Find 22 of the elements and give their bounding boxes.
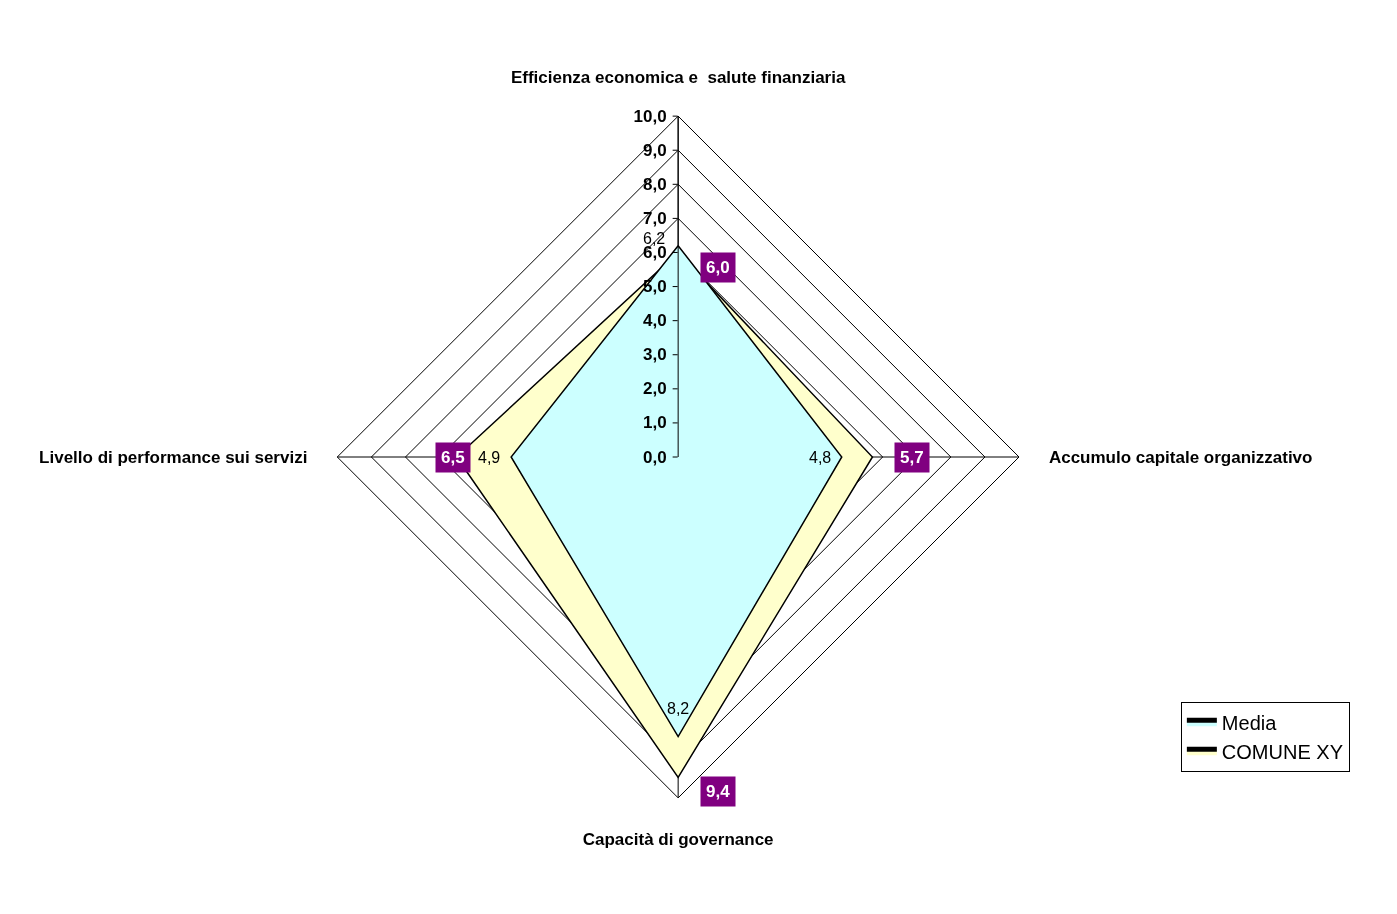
legend-label: Media bbox=[1221, 711, 1278, 734]
data-label: 4,9 bbox=[478, 449, 501, 466]
y-tick-label: 9,0 bbox=[643, 140, 667, 160]
spoke-label: Accumulo capitale organizzativo bbox=[1048, 447, 1313, 467]
y-tick-label: 3,0 bbox=[643, 345, 667, 365]
y-tick-label: 2,0 bbox=[643, 379, 667, 399]
data-label: 6,0 bbox=[706, 258, 730, 277]
spoke-label: Livello di performance sui servizi bbox=[39, 447, 308, 467]
y-tick-label: 10,0 bbox=[633, 106, 667, 126]
data-label: 8,2 bbox=[667, 700, 690, 717]
data-label: 5,7 bbox=[900, 448, 924, 467]
spoke-label: Efficienza economica e salute finanziaria bbox=[510, 67, 846, 87]
data-label: 6,5 bbox=[441, 448, 465, 467]
legend-label: COMUNE XY bbox=[1221, 740, 1343, 763]
data-label: 9,4 bbox=[706, 782, 731, 801]
spoke-label: Capacità di governance bbox=[582, 829, 774, 849]
y-tick-label: 4,0 bbox=[643, 311, 667, 331]
y-tick-label: 0,0 bbox=[643, 447, 667, 467]
y-tick-label: 7,0 bbox=[643, 208, 667, 228]
data-label: 4,8 bbox=[809, 449, 832, 466]
y-tick-label: 8,0 bbox=[643, 174, 667, 194]
y-tick-label: 1,0 bbox=[643, 413, 667, 433]
